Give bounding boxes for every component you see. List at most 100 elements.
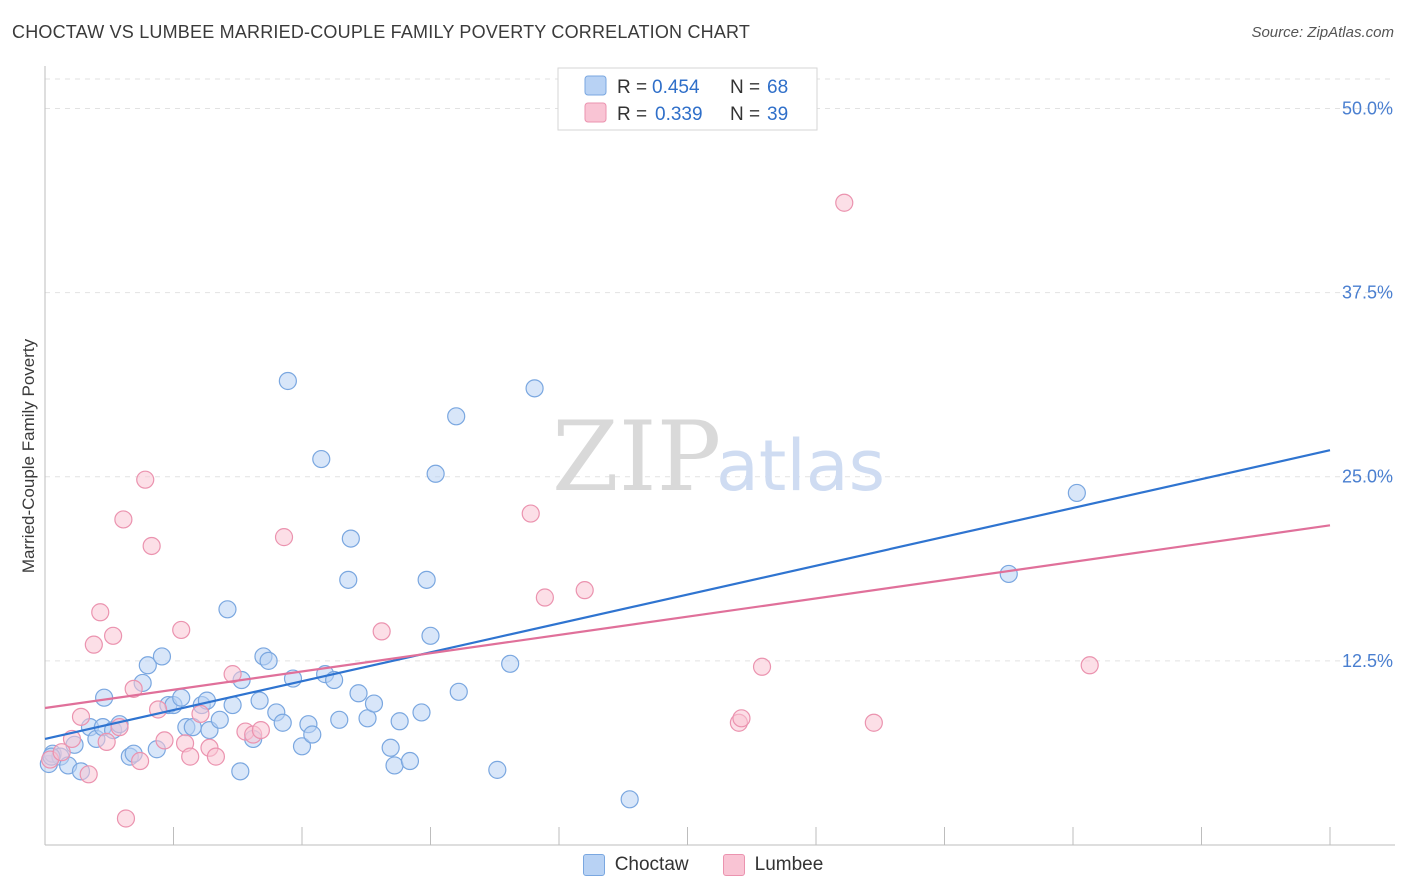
lumbee-point <box>79 765 98 784</box>
legend-r-label: R = <box>617 77 647 98</box>
choctaw-point <box>400 751 420 771</box>
legend-n-label: N = <box>730 77 760 98</box>
source-label: Source: ZipAtlas.com <box>1251 24 1394 41</box>
legend-r-label: R = <box>617 104 647 125</box>
choctaw-point <box>330 710 349 729</box>
choctaw-point <box>449 682 468 701</box>
trend-line-choctaw <box>44 449 1331 741</box>
choctaw-point <box>488 760 507 779</box>
lumbee-point <box>274 528 294 547</box>
choctaw-point <box>421 626 440 645</box>
trend-lines <box>44 449 1331 741</box>
y-tick-label: 50.0% <box>1342 98 1393 118</box>
choctaw-point <box>426 464 445 483</box>
scatter-chart: ZIP atlas 12.5%25.0%37.5%50.0%0.0%100.0%… <box>19 66 1395 846</box>
choctaw-point <box>1067 483 1086 503</box>
choctaw-point <box>278 371 297 391</box>
legend-swatch-choctaw <box>582 854 605 876</box>
watermark-atlas: atlas <box>716 425 885 507</box>
lumbee-point <box>864 713 883 732</box>
choctaw-point <box>259 651 278 670</box>
choctaw-point <box>447 407 466 426</box>
lumbee-point <box>372 622 391 641</box>
watermark-zip: ZIP <box>552 401 721 513</box>
lumbee-point <box>575 581 594 600</box>
legend-swatch-lumbee <box>584 102 607 123</box>
choctaw-point <box>412 703 431 722</box>
choctaw-point <box>303 725 322 744</box>
legend-swatch-choctaw <box>584 75 607 96</box>
choctaw-point <box>250 691 269 710</box>
legend-swatch-lumbee <box>722 854 745 876</box>
lumbee-point <box>116 809 136 828</box>
choctaw-point <box>620 790 639 809</box>
legend-label-lumbee: Lumbee <box>754 854 824 875</box>
choctaw-point <box>218 600 237 619</box>
lumbee-point <box>1080 656 1099 675</box>
lumbee-point <box>124 679 143 698</box>
lumbee-point <box>223 665 242 684</box>
stats-legend: R = 0.454 N = 68 R = 0.339 N = 39 <box>557 67 818 131</box>
legend-item-choctaw: Choctaw <box>582 854 689 876</box>
bottom-legend: Choctaw Lumbee <box>0 852 1406 878</box>
choctaw-point <box>364 694 384 713</box>
choctaw-point <box>385 756 404 775</box>
grid-lines <box>45 78 1395 662</box>
y-tick-label: 37.5% <box>1342 283 1393 303</box>
series-lumbee <box>41 193 1099 828</box>
watermark: ZIP atlas <box>552 401 885 513</box>
choctaw-point <box>152 647 172 666</box>
lumbee-point <box>172 620 191 640</box>
lumbee-point <box>104 626 123 645</box>
legend-r-value: 0.454 <box>652 77 700 98</box>
legend-label-choctaw: Choctaw <box>614 854 689 875</box>
lumbee-point <box>206 747 226 766</box>
lumbee-point <box>535 588 554 607</box>
y-axis-label: Married-Couple Family Poverty <box>19 338 38 573</box>
choctaw-point <box>349 684 368 703</box>
choctaw-point <box>210 710 229 729</box>
lumbee-point <box>251 720 270 740</box>
legend-n-value: 68 <box>767 77 788 98</box>
lumbee-point <box>142 536 161 556</box>
series-choctaw <box>39 371 1086 809</box>
choctaw-point <box>999 564 1018 584</box>
axes <box>44 66 1395 846</box>
chart-title: CHOCTAW VS LUMBEE MARRIED-COUPLE FAMILY … <box>12 22 751 42</box>
choctaw-point <box>172 688 191 707</box>
choctaw-point <box>341 529 360 548</box>
choctaw-point <box>312 449 331 469</box>
lumbee-point <box>521 504 540 523</box>
lumbee-point <box>191 704 210 723</box>
lumbee-point <box>114 510 133 529</box>
y-tick-label: 25.0% <box>1342 467 1393 487</box>
choctaw-point <box>138 656 157 675</box>
choctaw-point <box>231 762 250 781</box>
choctaw-point <box>390 712 409 731</box>
choctaw-point <box>381 738 400 757</box>
legend-item-lumbee: Lumbee <box>722 854 824 876</box>
y-tick-label: 12.5% <box>1342 651 1393 671</box>
legend-n-value: 39 <box>767 104 788 125</box>
choctaw-point <box>292 737 312 756</box>
lumbee-point <box>136 470 155 489</box>
choctaw-point <box>501 654 520 673</box>
lumbee-point <box>835 193 854 212</box>
lumbee-point <box>91 603 110 622</box>
lumbee-point <box>97 732 116 751</box>
lumbee-point <box>84 635 103 654</box>
trend-line-lumbee <box>44 524 1331 710</box>
lumbee-point <box>155 731 174 750</box>
lumbee-point <box>732 709 751 728</box>
choctaw-point <box>273 713 292 732</box>
lumbee-point <box>52 743 71 762</box>
lumbee-point <box>181 747 200 766</box>
legend-n-label: N = <box>730 104 760 125</box>
tick-labels: 12.5%25.0%37.5%50.0%0.0%100.0% <box>1342 98 1393 671</box>
lumbee-point <box>71 707 91 726</box>
choctaw-point <box>525 379 544 398</box>
legend-r-value: 0.339 <box>655 104 703 125</box>
lumbee-point <box>752 657 772 676</box>
lumbee-point <box>130 751 150 771</box>
choctaw-point <box>339 570 358 589</box>
